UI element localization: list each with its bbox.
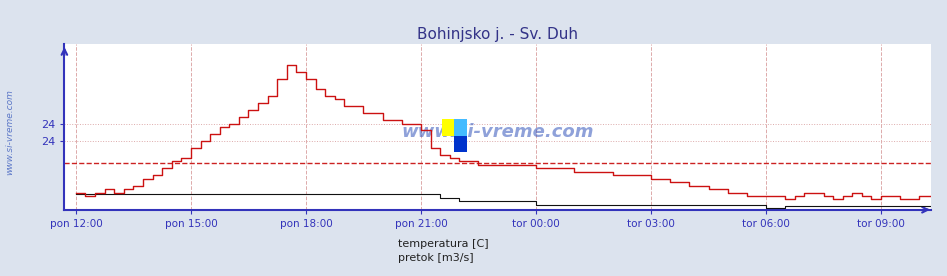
Bar	[455, 136, 467, 152]
Text: www.si-vreme.com: www.si-vreme.com	[402, 123, 594, 141]
Bar	[455, 119, 467, 136]
Title: Bohinjsko j. - Sv. Duh: Bohinjsko j. - Sv. Duh	[417, 26, 579, 42]
Text: pretok [m3/s]: pretok [m3/s]	[398, 253, 474, 263]
Text: temperatura [C]: temperatura [C]	[398, 239, 489, 249]
Text: www.si-vreme.com: www.si-vreme.com	[5, 89, 14, 176]
Bar	[442, 119, 455, 136]
